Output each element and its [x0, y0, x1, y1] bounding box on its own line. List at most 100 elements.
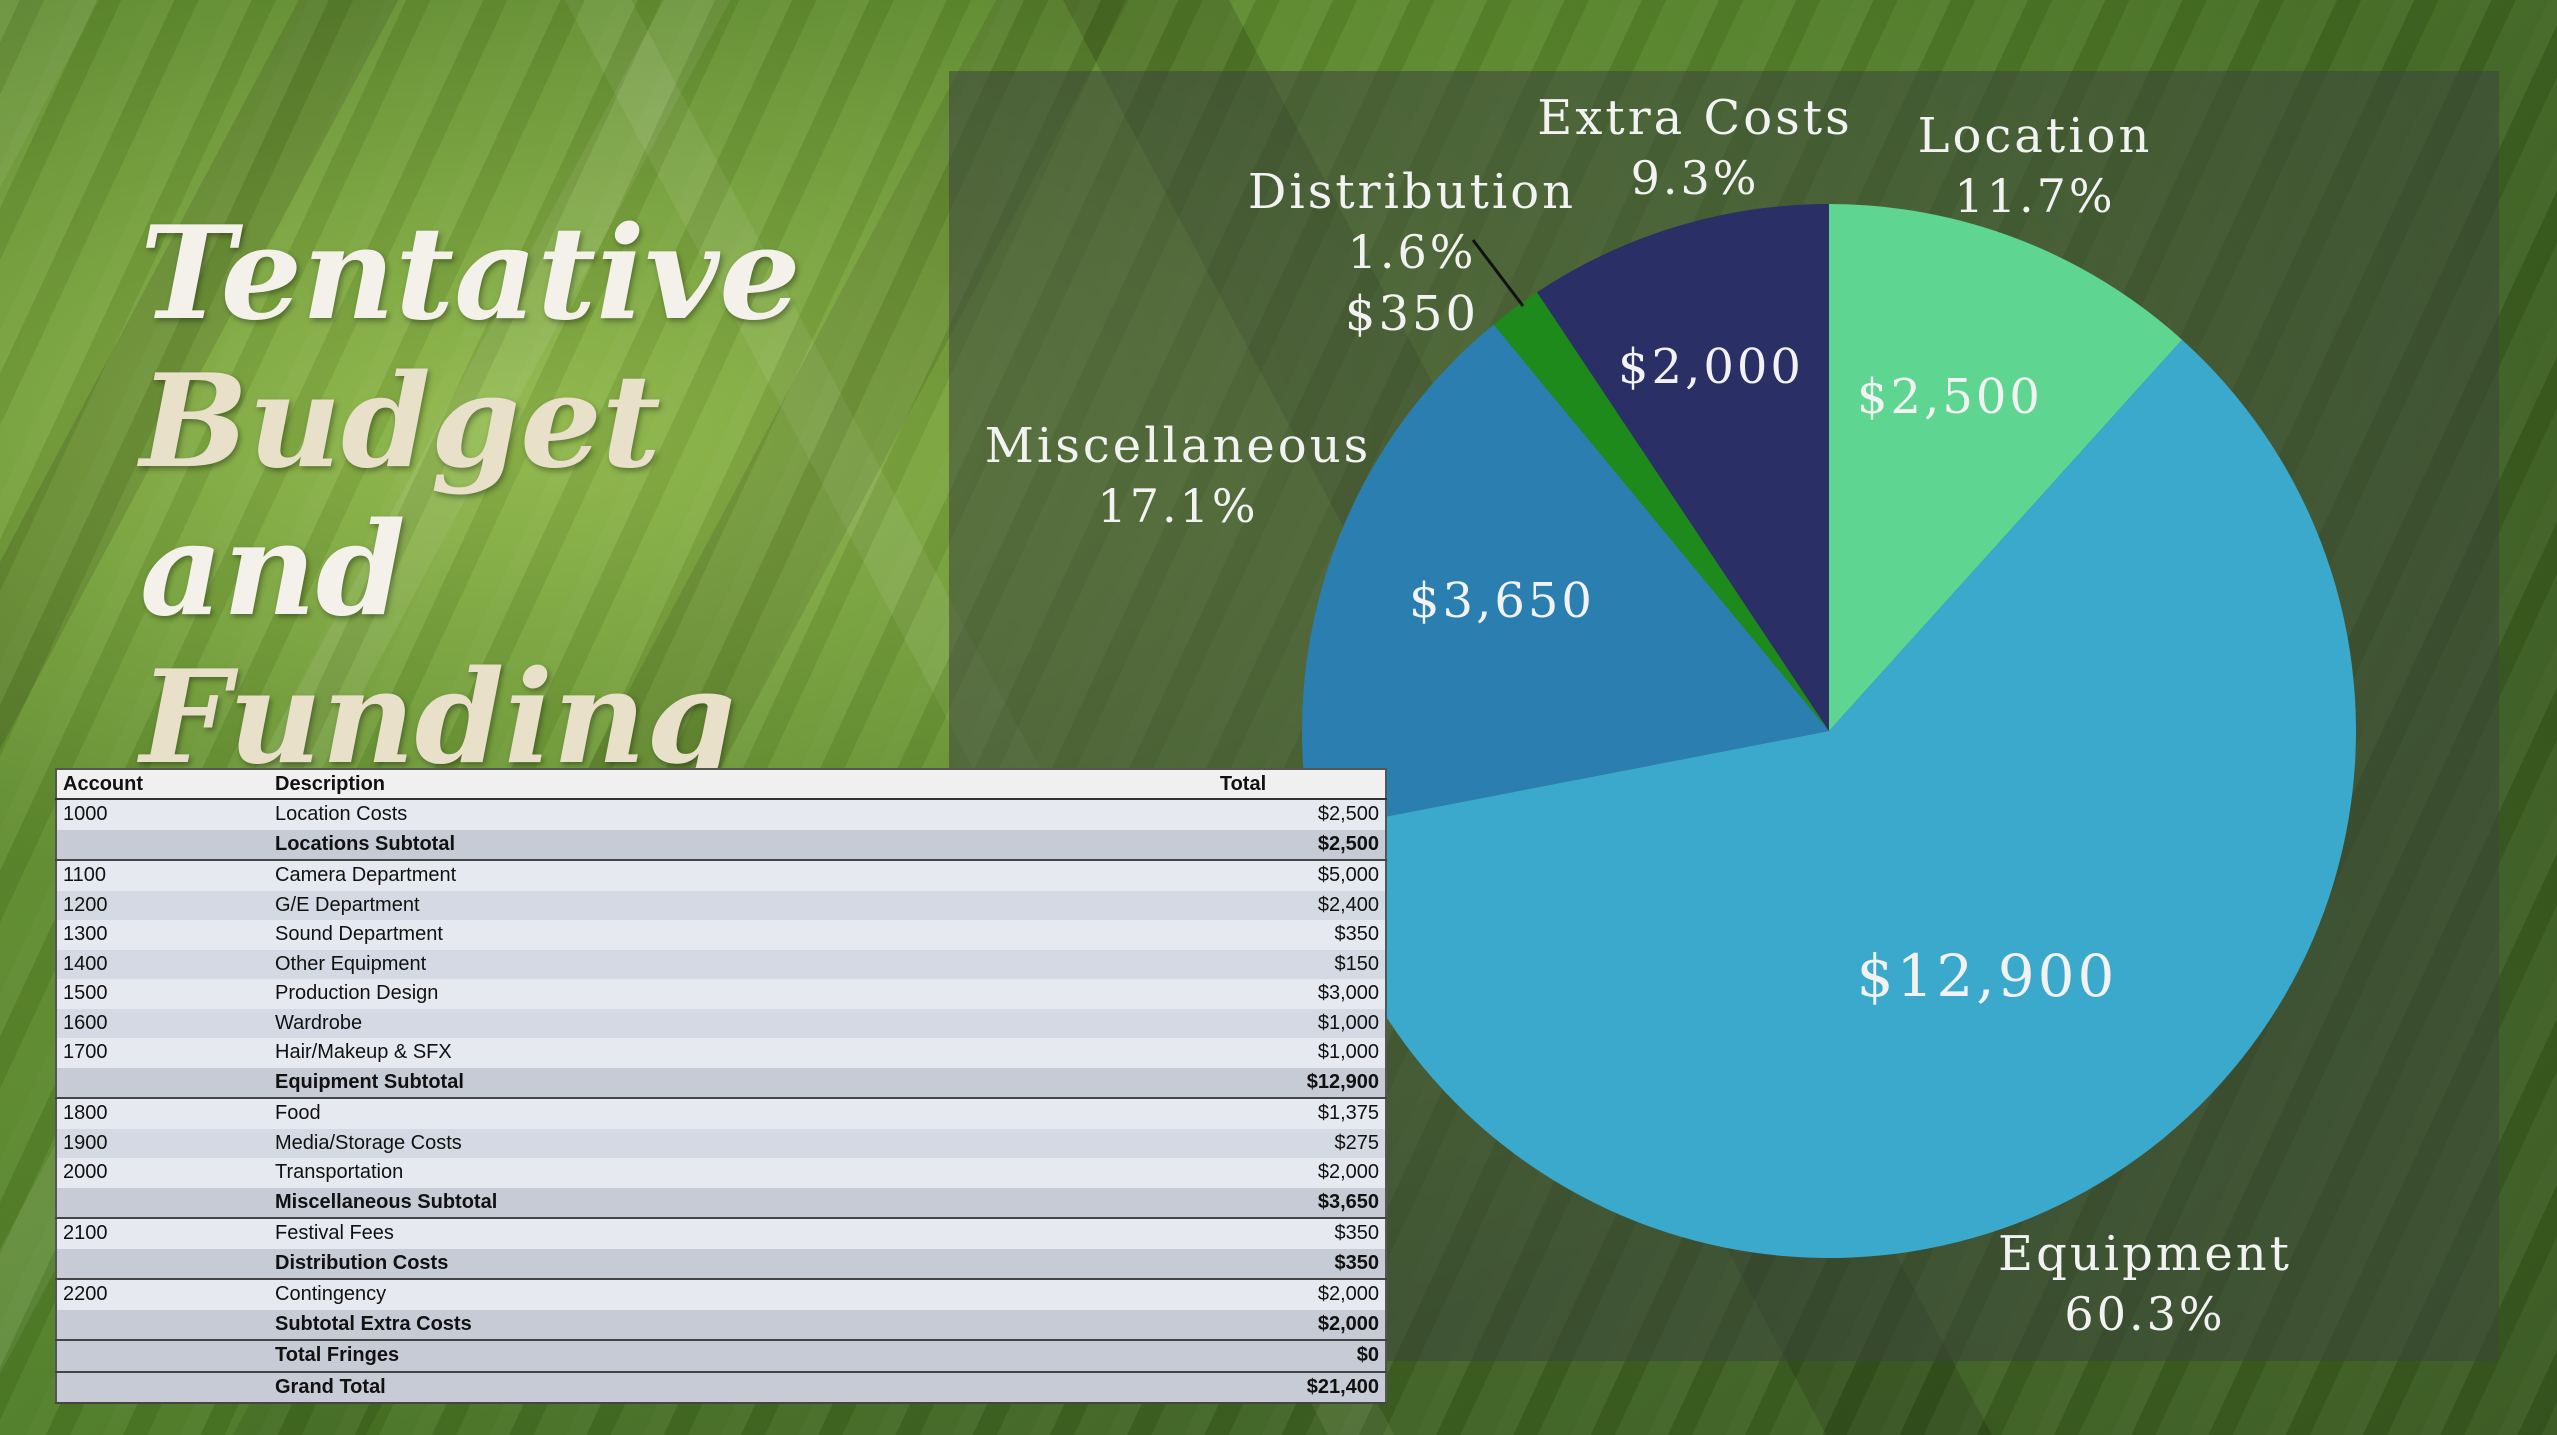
slice-name-equipment: Equipment — [1998, 1226, 2292, 1282]
cell-description: Food — [269, 1098, 1101, 1129]
subtotal-row: Locations Subtotal $2,500 — [56, 829, 1386, 861]
cell-total: $275 — [1101, 1128, 1386, 1158]
subtotal-row: Grand Total $21,400 — [56, 1371, 1386, 1404]
cell-description: Hair/Makeup & SFX — [269, 1038, 1101, 1068]
slice-value-miscellaneous: $3,650 — [1409, 573, 1595, 629]
cell-description: Equipment Subtotal — [269, 1067, 1101, 1099]
cell-total: $0 — [1101, 1340, 1386, 1373]
subtotal-row: Miscellaneous Subtotal $3,650 — [56, 1187, 1386, 1219]
cell-description: Miscellaneous Subtotal — [269, 1187, 1101, 1219]
cell-total: $2,000 — [1101, 1309, 1386, 1341]
cell-description: Transportation — [269, 1158, 1101, 1188]
cell-account: 1800 — [56, 1098, 269, 1129]
table-header-row: Account Description Total — [56, 769, 1386, 800]
cell-account — [56, 1309, 269, 1341]
cell-description: Media/Storage Costs — [269, 1128, 1101, 1158]
slice-name-distribution: Distribution — [1248, 164, 1576, 220]
cell-total: $350 — [1101, 920, 1386, 950]
cell-total: $21,400 — [1101, 1371, 1386, 1404]
cell-account — [56, 1371, 269, 1404]
subtotal-row: Subtotal Extra Costs $2,000 — [56, 1309, 1386, 1341]
slice-percent-equipment: 60.3% — [2064, 1287, 2225, 1341]
cell-total: $2,000 — [1101, 1279, 1386, 1310]
slice-percent-distribution: 1.6% — [1348, 225, 1477, 279]
cell-account: 2000 — [56, 1158, 269, 1188]
budget-table: Account Description Total 1000 Location C… — [55, 768, 1387, 1404]
cell-account: 1100 — [56, 860, 269, 891]
slice-name-extra-costs: Extra Costs — [1537, 90, 1852, 146]
header-account: Account — [56, 769, 269, 800]
table-row: 1600 Wardrobe $1,000 — [56, 1008, 1386, 1038]
cell-description: Sound Department — [269, 920, 1101, 950]
table-row: 1100 Camera Department $5,000 — [56, 860, 1386, 891]
table-row: 1500 Production Design $3,000 — [56, 979, 1386, 1009]
header-total: Total — [1101, 769, 1386, 800]
cell-total: $350 — [1101, 1248, 1386, 1280]
table-row: 1000 Location Costs $2,500 — [56, 799, 1386, 830]
cell-total: $2,500 — [1101, 799, 1386, 830]
cell-total: $1,000 — [1101, 1008, 1386, 1038]
table-body: 1000 Location Costs $2,500 Locations Subtot… — [56, 799, 1386, 1404]
slice-name-location: Location — [1918, 108, 2153, 164]
cell-total: $1,000 — [1101, 1038, 1386, 1068]
slice-name-miscellaneous: Miscellaneous — [985, 418, 1372, 474]
table-row: 2100 Festival Fees $350 — [56, 1218, 1386, 1249]
slice-percent-miscellaneous: 17.1% — [1097, 479, 1258, 533]
cell-description: Production Design — [269, 979, 1101, 1009]
table-row: 1700 Hair/Makeup & SFX $1,000 — [56, 1038, 1386, 1068]
cell-total: $350 — [1101, 1218, 1386, 1249]
cell-total: $3,000 — [1101, 979, 1386, 1009]
slide-title: Tentative Budget and Funding — [140, 200, 900, 792]
cell-description: Camera Department — [269, 860, 1101, 891]
cell-account — [56, 1248, 269, 1280]
cell-description: Distribution Costs — [269, 1248, 1101, 1280]
distribution-leader-line — [1471, 239, 1525, 307]
cell-account: 1600 — [56, 1008, 269, 1038]
pie-slice-location — [1829, 204, 2183, 731]
pie-slice-equipment — [1311, 339, 2356, 1259]
cell-description: Location Costs — [269, 799, 1101, 830]
pie-slice-distribution — [1493, 292, 1829, 731]
header-description: Description — [269, 769, 1101, 800]
cell-account — [56, 1067, 269, 1099]
cell-description: Grand Total — [269, 1371, 1101, 1404]
table-row: 1800 Food $1,375 — [56, 1098, 1386, 1129]
table-row: 1300 Sound Department $350 — [56, 920, 1386, 950]
slice-value-equipment: $12,900 — [1857, 942, 2118, 1010]
cell-total: $2,500 — [1101, 829, 1386, 861]
cell-account: 1300 — [56, 920, 269, 950]
cell-total: $150 — [1101, 949, 1386, 979]
cell-account: 2100 — [56, 1218, 269, 1249]
cell-description: Subtotal Extra Costs — [269, 1309, 1101, 1341]
slice-value-distribution: $350 — [1345, 286, 1479, 342]
table-row: 2200 Contingency $2,000 — [56, 1279, 1386, 1310]
title-line-3: Funding — [140, 643, 736, 793]
pie-slice-extra-costs — [1537, 204, 1829, 731]
title-line-2-accent: Budget — [140, 347, 661, 497]
cell-total: $3,650 — [1101, 1187, 1386, 1219]
cell-account: 1000 — [56, 799, 269, 830]
table-row: 1400 Other Equipment $150 — [56, 949, 1386, 979]
cell-description: Locations Subtotal — [269, 829, 1101, 861]
cell-description: Other Equipment — [269, 949, 1101, 979]
title-line-2: and — [140, 495, 406, 645]
cell-account: 1900 — [56, 1128, 269, 1158]
cell-description: Contingency — [269, 1279, 1101, 1310]
subtotal-row: Total Fringes $0 — [56, 1340, 1386, 1373]
cell-account: 1700 — [56, 1038, 269, 1068]
cell-account — [56, 1187, 269, 1219]
cell-description: Wardrobe — [269, 1008, 1101, 1038]
cell-description: G/E Department — [269, 890, 1101, 920]
cell-total: $5,000 — [1101, 860, 1386, 891]
table-row: 1200 G/E Department $2,400 — [56, 890, 1386, 920]
slice-percent-extra-costs: 9.3% — [1631, 151, 1760, 205]
cell-account: 1500 — [56, 979, 269, 1009]
cell-account: 1200 — [56, 890, 269, 920]
cell-total: $12,900 — [1101, 1067, 1386, 1099]
cell-total: $2,400 — [1101, 890, 1386, 920]
subtotal-row: Equipment Subtotal $12,900 — [56, 1067, 1386, 1099]
title-line-1: Tentative — [140, 199, 801, 349]
cell-account — [56, 829, 269, 861]
slice-value-location: $2,500 — [1857, 369, 2043, 425]
